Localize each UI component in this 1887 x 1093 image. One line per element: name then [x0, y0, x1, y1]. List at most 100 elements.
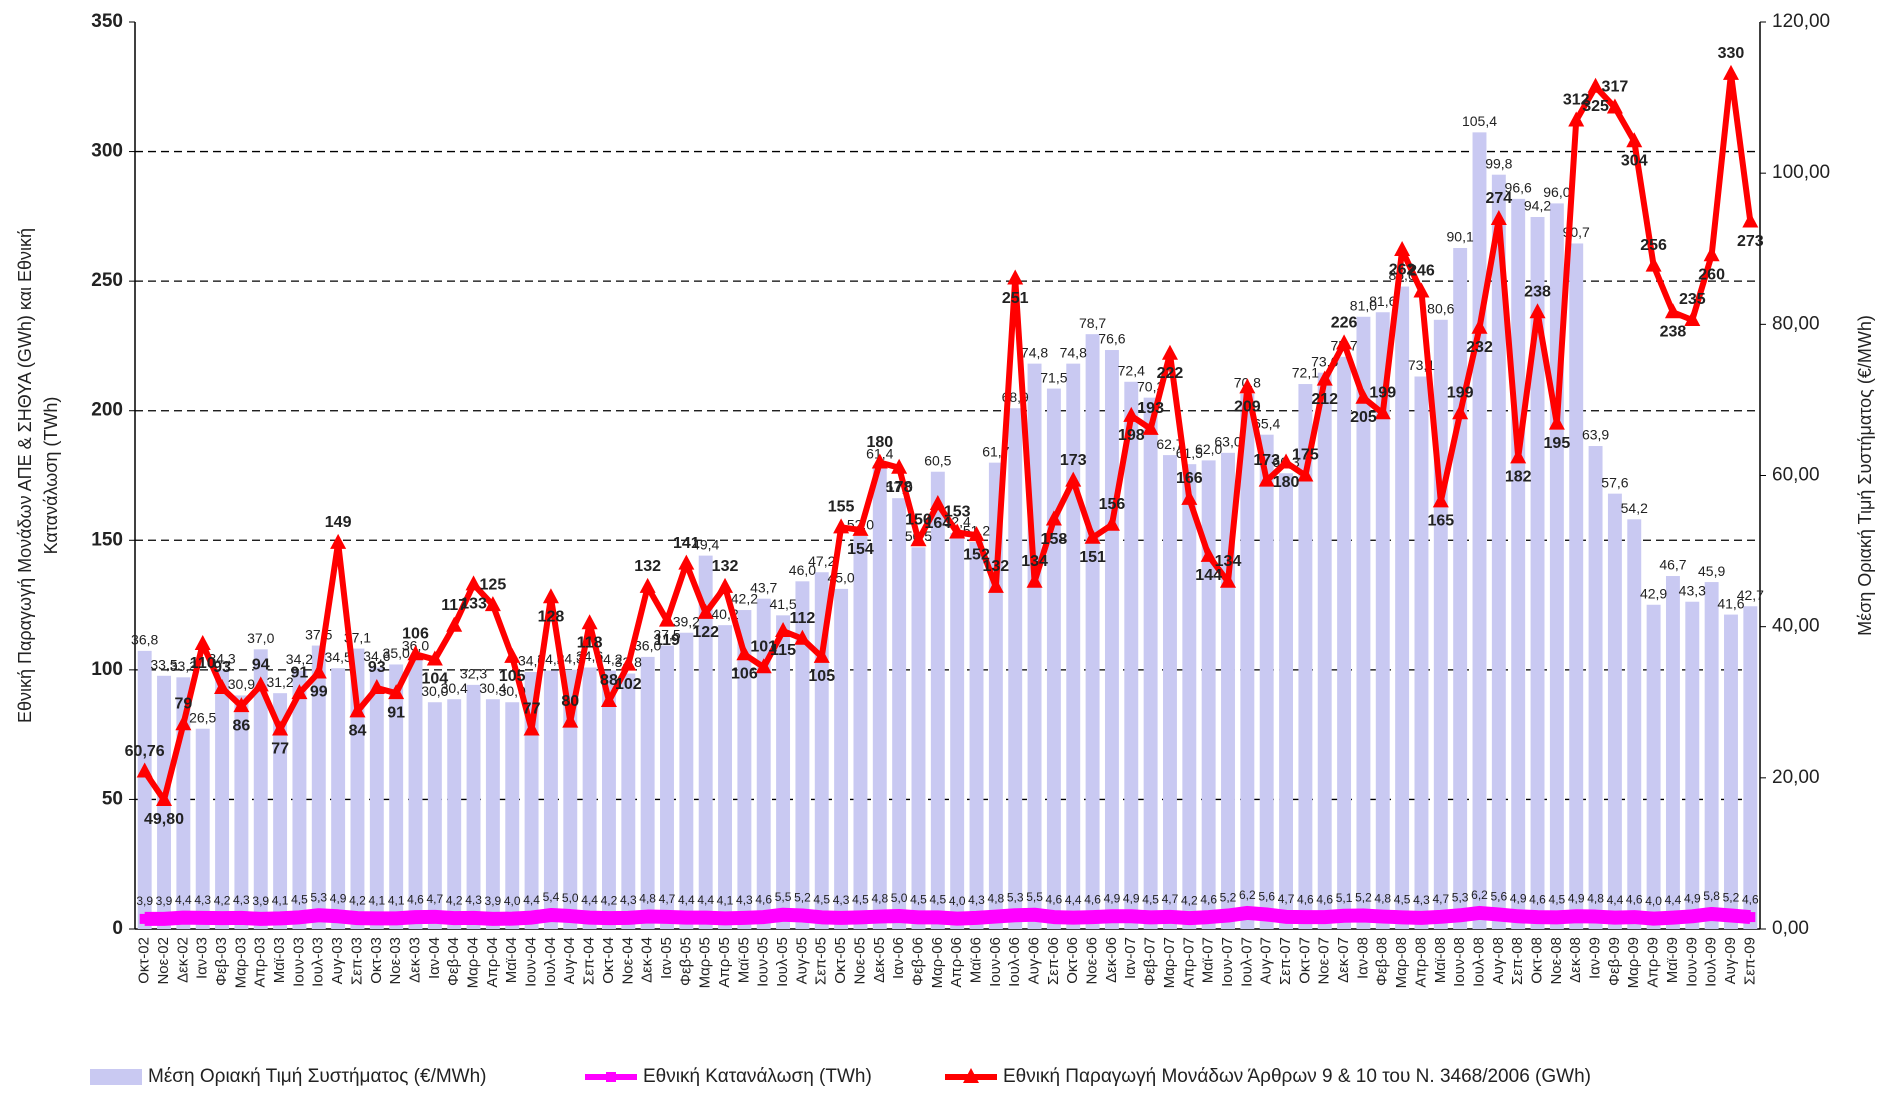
bar [601, 670, 616, 929]
line-value-label: 222 [1157, 365, 1184, 382]
marker [894, 911, 905, 922]
line-value-label: 260 [1698, 266, 1725, 283]
bar [350, 648, 365, 929]
line-value-label: 5,6 [1258, 890, 1275, 904]
marker [963, 1068, 979, 1083]
line-value-label: 205 [1350, 409, 1377, 426]
line-value-label: 226 [1331, 315, 1358, 332]
x-tick-label: Νοε-02 [155, 937, 172, 985]
x-tick-label: Ιουλ-05 [774, 937, 791, 987]
bar [1743, 606, 1758, 929]
line-value-label: 4,3 [620, 893, 637, 907]
marker [1106, 911, 1117, 922]
marker [736, 645, 753, 661]
marker [446, 616, 463, 632]
line-value-label: 4,8 [1374, 892, 1391, 906]
x-tick-label: Μαϊ-03 [271, 937, 288, 983]
line-value-label: 182 [1505, 469, 1532, 486]
y2-tick-label: 100,00 [1772, 162, 1830, 183]
legend-swatch [90, 1069, 142, 1085]
line-value-label: 105 [808, 668, 835, 685]
line-value-label: 4,0 [504, 894, 521, 908]
x-tick-label: Νοε-05 [851, 937, 868, 985]
marker [1045, 510, 1062, 526]
line-value-label: 4,4 [175, 893, 192, 907]
line-value-label: 125 [480, 576, 507, 593]
line-value-label: 317 [1602, 79, 1629, 96]
marker [542, 588, 559, 604]
line-value-label: 330 [1718, 45, 1745, 62]
bar-value-label: 46,7 [1659, 557, 1686, 573]
x-tick-label: Οκτ-05 [832, 937, 849, 984]
bar [1607, 493, 1622, 929]
x-tick-label: Σεπ-09 [1741, 937, 1758, 985]
bar-value-label: 41,5 [769, 596, 796, 612]
bar [969, 542, 984, 929]
line-value-label: 199 [1369, 385, 1396, 402]
bar-value-label: 90,1 [1447, 229, 1474, 245]
line-value-label: 4,0 [949, 894, 966, 908]
x-tick-label: Νοε-03 [387, 937, 404, 985]
y-tick-label: 200 [91, 400, 123, 421]
line-value-label: 158 [1041, 531, 1068, 548]
marker [968, 526, 985, 542]
x-tick-label: Ιουλ-07 [1238, 937, 1255, 987]
marker [1068, 912, 1079, 923]
bar-value-label: 46,0 [789, 562, 816, 578]
line-value-label: 212 [1311, 391, 1338, 408]
line-value-label: 4,3 [233, 893, 250, 907]
line-value-label: 5,5 [1026, 890, 1043, 904]
line-value-label: 133 [460, 596, 487, 613]
marker [487, 913, 498, 924]
x-tick-label: Μαϊ-08 [1432, 937, 1449, 983]
line-value-label: 4,4 [1665, 893, 1682, 907]
line-value-label: 112 [790, 610, 816, 627]
bar [1104, 350, 1119, 929]
line-value-label: 5,2 [1355, 891, 1372, 905]
bar-value-label: 72,4 [1118, 362, 1145, 378]
line-value-label: 273 [1737, 233, 1764, 250]
legend-label: Εθνική Κατανάλωση (TWh) [643, 1066, 872, 1087]
line-value-label: 60,76 [125, 743, 165, 760]
line [144, 905, 1751, 926]
marker [603, 913, 614, 924]
line-value-label: 6,2 [1471, 888, 1488, 902]
bar-value-label: 30,9 [228, 676, 255, 692]
marker [255, 913, 266, 924]
bar-value-label: 45,9 [1698, 563, 1725, 579]
marker [526, 912, 537, 923]
x-tick-label: Δεκ-04 [639, 937, 656, 983]
marker [1551, 912, 1562, 923]
x-tick-label: Ιουν-06 [987, 937, 1004, 987]
bar [1395, 286, 1410, 930]
bar-value-label: 34,3 [208, 650, 235, 666]
bar [698, 555, 713, 929]
marker [1339, 910, 1350, 921]
marker [523, 720, 540, 736]
x-tick-label: Ιουλ-09 [1703, 937, 1720, 987]
marker [468, 912, 479, 923]
marker [1413, 282, 1430, 298]
bar [679, 632, 694, 929]
line-value-label: 5,2 [1220, 891, 1237, 905]
bar-value-label: 37,5 [305, 626, 332, 642]
marker [333, 911, 344, 922]
x-tick-label: Οκτ-04 [600, 937, 617, 984]
line-value-label: 4,2 [214, 893, 231, 907]
y2-tick-label: 80,00 [1772, 313, 1820, 334]
bar [524, 672, 539, 929]
x-tick-label: Μαϊ-05 [735, 937, 752, 983]
bar [582, 667, 597, 929]
marker [1687, 911, 1698, 922]
line-value-label: 119 [654, 632, 680, 649]
bar [234, 695, 249, 929]
marker [352, 913, 363, 924]
marker [371, 913, 382, 924]
line-value-label: 4,1 [272, 894, 289, 908]
y-tick-label: 250 [91, 270, 123, 291]
line-value-label: 101 [750, 638, 777, 655]
line-value-label: 132 [983, 558, 1010, 575]
line-value-label: 4,6 [1297, 892, 1314, 906]
bar-value-label: 26,5 [189, 709, 216, 725]
marker [565, 911, 576, 922]
